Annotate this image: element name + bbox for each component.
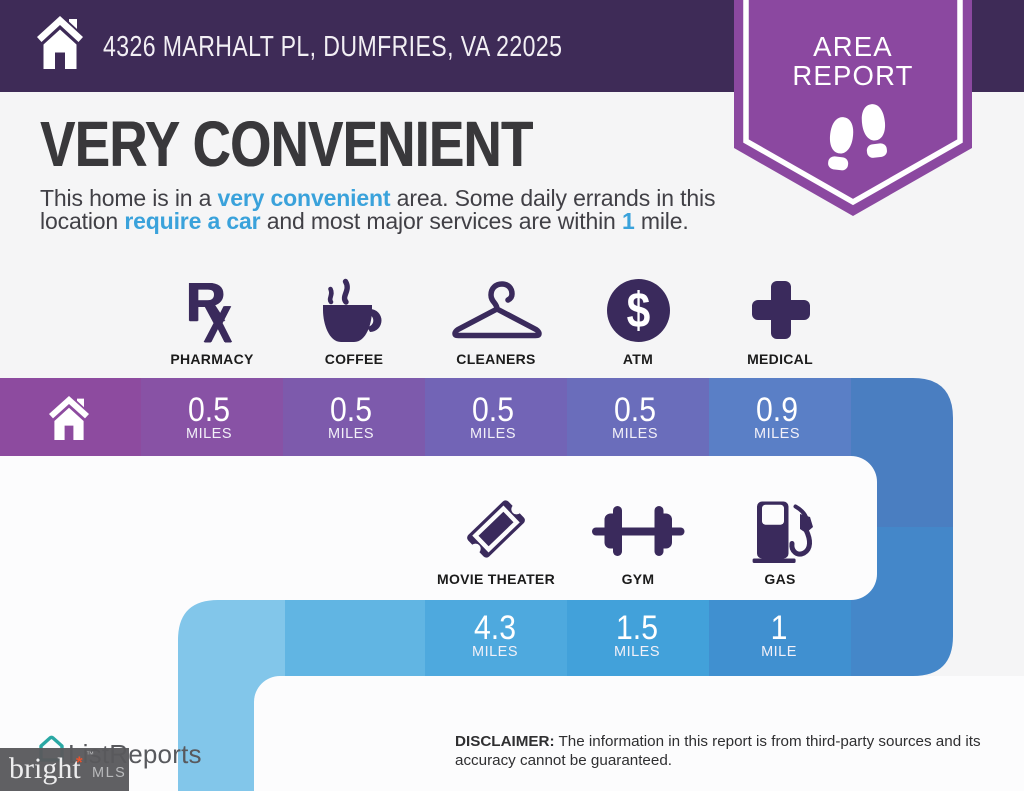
svg-text:REPORT: REPORT <box>792 60 913 91</box>
svg-text:$: $ <box>627 282 651 338</box>
svg-text:AREA: AREA <box>813 31 893 62</box>
